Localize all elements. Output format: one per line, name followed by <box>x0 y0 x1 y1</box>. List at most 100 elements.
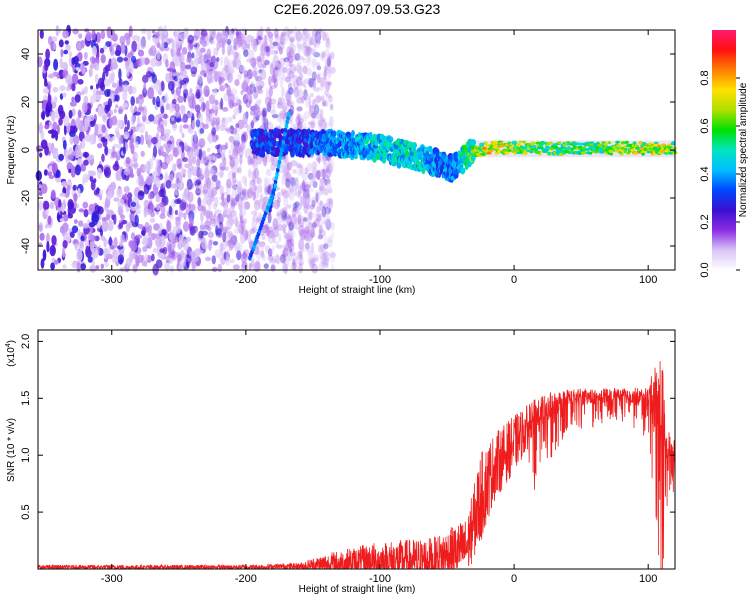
noise-speckle <box>307 172 314 180</box>
noise-speckle <box>325 77 331 90</box>
noise-speckle <box>272 218 279 230</box>
noise-speckle <box>134 153 139 159</box>
noise-speckle <box>161 228 167 237</box>
noise-speckle <box>267 230 274 239</box>
signal-mark <box>443 153 447 158</box>
noise-speckle <box>323 255 329 266</box>
noise-speckle <box>282 173 290 182</box>
noise-speckle <box>266 26 271 36</box>
noise-speckle <box>110 244 115 250</box>
noise-speckle <box>267 31 274 39</box>
noise-speckle <box>296 60 302 68</box>
noise-speckle <box>281 87 285 97</box>
noise-speckle <box>326 69 331 74</box>
noise-speckle <box>302 37 308 46</box>
noise-speckle <box>320 117 326 123</box>
noise-speckle <box>101 216 107 222</box>
noise-speckle <box>288 221 292 228</box>
noise-speckle <box>244 201 251 210</box>
noise-speckle <box>286 28 290 38</box>
noise-speckle <box>324 121 332 128</box>
noise-speckle <box>237 73 243 80</box>
noise-speckle <box>95 31 101 44</box>
noise-speckle <box>290 160 298 167</box>
noise-speckle <box>111 151 118 158</box>
noise-speckle <box>71 83 76 92</box>
noise-speckle <box>62 213 69 222</box>
noise-speckle <box>226 240 232 247</box>
noise-speckle <box>300 215 305 227</box>
noise-speckle <box>295 177 299 186</box>
noise-speckle <box>100 235 106 241</box>
noise-speckle <box>297 113 305 124</box>
noise-speckle <box>299 182 307 191</box>
noise-speckle <box>304 184 311 189</box>
noise-speckle <box>309 78 316 89</box>
noise-speckle <box>200 47 206 53</box>
noise-speckle <box>82 223 90 229</box>
noise-speckle <box>106 148 113 155</box>
noise-speckle <box>67 212 73 219</box>
noise-speckle <box>253 262 260 273</box>
noise-speckle <box>84 51 88 60</box>
noise-speckle <box>311 222 317 228</box>
noise-speckle <box>125 223 131 232</box>
noise-speckle <box>120 233 125 244</box>
noise-speckle <box>276 212 283 217</box>
noise-speckle <box>293 66 298 72</box>
signal-mark <box>332 130 337 138</box>
noise-speckle <box>281 210 287 222</box>
noise-speckle <box>324 58 329 65</box>
noise-speckle <box>118 108 123 115</box>
noise-speckle <box>130 201 137 208</box>
noise-speckle <box>234 131 241 143</box>
noise-speckle <box>312 58 317 67</box>
signal-mark <box>516 143 522 147</box>
noise-speckle <box>187 191 194 203</box>
noise-speckle <box>318 229 326 238</box>
noise-speckle <box>323 68 327 81</box>
noise-speckle <box>252 70 258 78</box>
noise-speckle <box>271 74 277 84</box>
noise-speckle <box>73 201 77 209</box>
noise-speckle <box>156 124 163 133</box>
noise-speckle <box>311 166 317 179</box>
noise-speckle <box>288 191 295 201</box>
noise-speckle <box>125 156 131 165</box>
noise-speckle <box>220 97 224 110</box>
noise-speckle <box>275 61 279 68</box>
noise-speckle <box>309 210 313 221</box>
noise-speckle <box>257 35 263 41</box>
noise-speckle <box>228 30 234 42</box>
noise-speckle <box>287 55 294 64</box>
noise-speckle <box>72 184 77 191</box>
noise-speckle <box>159 213 166 220</box>
noise-speckle <box>285 59 289 70</box>
colorbar-ticks: 0.0 0.2 0.4 0.6 0.8 <box>699 70 740 278</box>
noise-speckle <box>254 199 261 211</box>
noise-speckle <box>242 80 248 87</box>
noise-speckle <box>303 184 309 193</box>
colorbar-label: Normalized spectral amplitude <box>738 82 749 217</box>
noise-speckle <box>283 57 290 63</box>
noise-speckle <box>317 202 322 212</box>
noise-speckle <box>267 184 272 196</box>
noise-speckle <box>261 249 264 258</box>
noise-speckle <box>221 232 225 240</box>
streak-mark <box>284 123 289 129</box>
noise-speckle <box>269 231 276 239</box>
noise-speckle <box>131 221 139 228</box>
noise-speckle <box>77 79 84 85</box>
noise-speckle <box>274 50 279 55</box>
colorbar-tick-label: 0.4 <box>699 166 711 181</box>
noise-speckle <box>138 94 144 100</box>
noise-speckle <box>262 224 269 234</box>
noise-speckle <box>134 141 139 149</box>
noise-speckle <box>297 88 305 100</box>
noise-speckle <box>158 189 165 198</box>
noise-speckle <box>72 135 80 145</box>
noise-speckle <box>169 61 176 72</box>
noise-speckle <box>305 244 311 253</box>
noise-speckle <box>319 178 327 183</box>
noise-speckle <box>216 228 222 236</box>
